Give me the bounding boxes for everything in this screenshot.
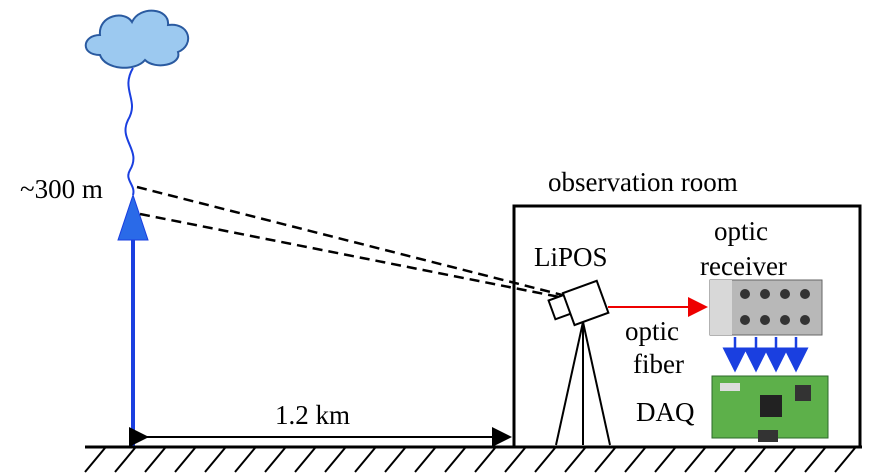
hatch-line: [714, 447, 736, 473]
camera: [547, 279, 610, 327]
tripod: [555, 321, 611, 446]
hatch-line: [264, 447, 286, 473]
fiber-label: fiber: [633, 349, 684, 379]
cloud: [84, 9, 190, 69]
sight-line: [139, 212, 601, 307]
receiver-label: optic: [714, 216, 768, 246]
lipos-label: LiPOS: [534, 242, 608, 272]
height-label: ~300 m: [20, 174, 103, 204]
room: [512, 204, 862, 449]
hatch-line: [654, 447, 676, 473]
hatch-line: [354, 447, 376, 473]
signal-arrows: [722, 337, 809, 373]
ground-hatch: [84, 447, 856, 473]
hatch-line: [564, 447, 586, 473]
optic-receiver: [709, 279, 823, 336]
receiver-label: receiver: [700, 251, 787, 281]
daq-label: DAQ: [636, 397, 695, 427]
hatch-line: [204, 447, 226, 473]
wire: [124, 67, 135, 196]
hatch-line: [114, 447, 136, 473]
hatch-line: [84, 447, 106, 473]
hatch-line: [294, 447, 316, 473]
hatch-line: [174, 447, 196, 473]
room-label: observation room: [548, 167, 738, 197]
sight-line: [136, 185, 583, 302]
hatch-line: [624, 447, 646, 473]
hatch-line: [744, 447, 766, 473]
hatch-line: [474, 447, 496, 473]
hatch-line: [594, 447, 616, 473]
hatch-line: [144, 447, 166, 473]
hatch-line: [534, 447, 556, 473]
hatch-line: [444, 447, 466, 473]
hatch-line: [414, 447, 436, 473]
daq-card: [711, 375, 829, 442]
hatch-line: [234, 447, 256, 473]
hatch-line: [834, 447, 856, 473]
hatch-line: [684, 447, 706, 473]
hatch-line: [324, 447, 346, 473]
hatch-line: [384, 447, 406, 473]
rocket: [117, 193, 149, 241]
hatch-line: [804, 447, 826, 473]
hatch-line: [504, 447, 526, 473]
distance-label: 1.2 km: [275, 400, 350, 430]
fiber-label: optic: [625, 316, 679, 346]
hatch-line: [774, 447, 796, 473]
